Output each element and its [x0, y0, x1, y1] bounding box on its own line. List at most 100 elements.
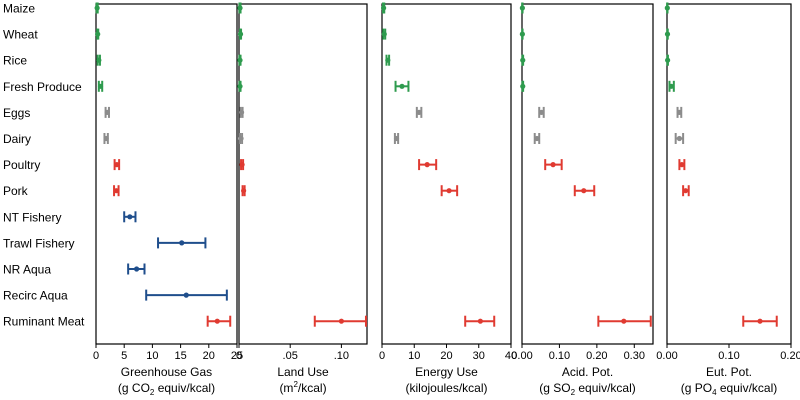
mark-0-9 — [157, 237, 207, 249]
mark-2-5 — [393, 133, 400, 144]
mark-2-4 — [415, 106, 423, 118]
panel-frame-1 — [238, 3, 368, 345]
data-point-4-7 — [683, 188, 689, 194]
mark-3-6 — [544, 159, 563, 171]
category-label-12: Ruminant Meat — [3, 315, 85, 329]
data-point-3-3 — [520, 83, 526, 89]
x-tick-label-0-0: 0 — [93, 350, 99, 362]
data-point-4-1 — [664, 31, 671, 37]
axis-unit-0: (g CO2 equiv/kcal) — [118, 381, 215, 397]
axis-title-1: Land Use — [277, 365, 329, 379]
mark-2-12 — [464, 315, 496, 327]
category-label-3: Fresh Produce — [3, 80, 82, 94]
data-point-1-5 — [238, 135, 244, 142]
mark-0-12 — [206, 315, 232, 327]
data-point-1-6 — [239, 162, 245, 168]
mark-3-0 — [519, 2, 525, 14]
data-point-3-7 — [581, 188, 587, 194]
x-tick-label-0-3: 15 — [174, 350, 186, 362]
x-tick-label-4-0: 0.00 — [656, 350, 677, 362]
axis-title-2: Energy Use — [415, 365, 478, 379]
mark-0-4 — [104, 106, 110, 118]
category-label-9: Trawl Fishery — [3, 236, 75, 250]
category-label-8: NT Fishery — [3, 210, 61, 224]
panel-3: 0.00 0.10 0.20 0.30 Acid. Pot. (g SO2 equiv/k… — [511, 2, 654, 397]
x-tick-label-4-1: 0.10 — [718, 350, 739, 362]
x-tick-label-2-4: 40 — [505, 350, 517, 362]
data-point-1-7 — [241, 188, 247, 194]
mark-2-1 — [381, 28, 387, 40]
mark-4-3 — [668, 80, 675, 92]
x-tick-label-1-1: .05 — [283, 350, 298, 362]
data-point-2-5 — [393, 135, 400, 142]
category-label-5: Dairy — [3, 132, 31, 146]
data-point-2-1 — [381, 31, 387, 37]
mark-3-12 — [597, 315, 652, 327]
axis-title-0: Greenhouse Gas — [121, 365, 212, 379]
data-point-1-1 — [237, 31, 244, 37]
panel-4: 0.00 0.10 0.20 Eut. Pot. (g PO4 equiv/kcal) — [656, 2, 800, 397]
mark-4-1 — [664, 28, 671, 40]
x-tick-label-3-2: 0.20 — [586, 350, 607, 362]
mark-1-3 — [237, 80, 243, 92]
data-point-0-1 — [95, 31, 101, 37]
panel-frame-3 — [521, 3, 654, 345]
mark-2-2 — [385, 54, 391, 66]
mark-1-7 — [241, 185, 247, 197]
axis-unit-1: (m2/kcal) — [279, 380, 326, 395]
data-point-0-2 — [96, 57, 102, 63]
data-point-0-11 — [183, 292, 189, 298]
data-point-2-3 — [399, 83, 405, 89]
category-label-6: Poultry — [3, 158, 40, 172]
axis-title-3: Acid. Pot. — [562, 365, 613, 379]
mark-4-6 — [678, 159, 686, 171]
data-point-0-9 — [179, 240, 185, 246]
mark-3-3 — [520, 80, 526, 92]
mark-3-2 — [520, 54, 526, 66]
mark-0-10 — [127, 263, 146, 275]
x-tick-label-3-1: 0.10 — [549, 350, 570, 362]
category-label-7: Pork — [3, 184, 29, 198]
mark-3-4 — [538, 106, 545, 118]
data-point-0-5 — [103, 135, 109, 142]
mark-0-8 — [123, 211, 137, 223]
axis-unit-4: (g PO4 equiv/kcal) — [681, 381, 778, 397]
mark-0-11 — [145, 289, 228, 301]
x-tick-label-1-2: .10 — [334, 350, 349, 362]
data-point-0-3 — [97, 83, 104, 89]
x-tick-label-2-2: 20 — [440, 350, 452, 362]
mark-1-12 — [313, 315, 367, 327]
data-point-0-7 — [113, 188, 119, 194]
x-tick-label-0-4: 20 — [203, 350, 215, 362]
x-tick-label-0-5: 25 — [231, 350, 243, 362]
data-point-3-5 — [534, 135, 540, 142]
data-point-1-2 — [237, 57, 243, 63]
data-point-4-6 — [679, 162, 685, 168]
data-point-3-1 — [519, 31, 525, 37]
mark-2-7 — [440, 185, 459, 197]
x-tick-label-3-3: 0.30 — [624, 350, 645, 362]
mark-0-3 — [97, 80, 104, 92]
x-tick-label-0-2: 10 — [146, 350, 158, 362]
panel-frame-4 — [666, 3, 792, 345]
data-point-2-6 — [424, 162, 430, 168]
mark-0-7 — [113, 185, 120, 197]
panel-1: 0 .05 .10 Land Use(m2/kcal) — [236, 2, 368, 395]
data-point-1-3 — [237, 83, 243, 89]
mark-2-3 — [394, 80, 410, 92]
panel-0: 0 5 10 15 20 25 Greenhouse Gas (g CO2 equiv/kca… — [93, 2, 243, 397]
mark-0-6 — [113, 159, 121, 171]
data-point-1-12 — [338, 318, 344, 324]
data-point-2-4 — [416, 109, 422, 115]
data-point-0-10 — [134, 266, 140, 272]
data-point-2-12 — [477, 318, 483, 324]
mark-4-0 — [664, 2, 670, 14]
data-point-0-4 — [104, 109, 110, 115]
x-tick-label-2-3: 30 — [473, 350, 485, 362]
category-label-11: Recirc Aqua — [3, 289, 68, 303]
category-label-2: Rice — [3, 54, 27, 68]
data-point-4-4 — [676, 109, 683, 115]
x-tick-label-1-0: 0 — [236, 350, 242, 362]
mark-0-0 — [94, 2, 100, 14]
